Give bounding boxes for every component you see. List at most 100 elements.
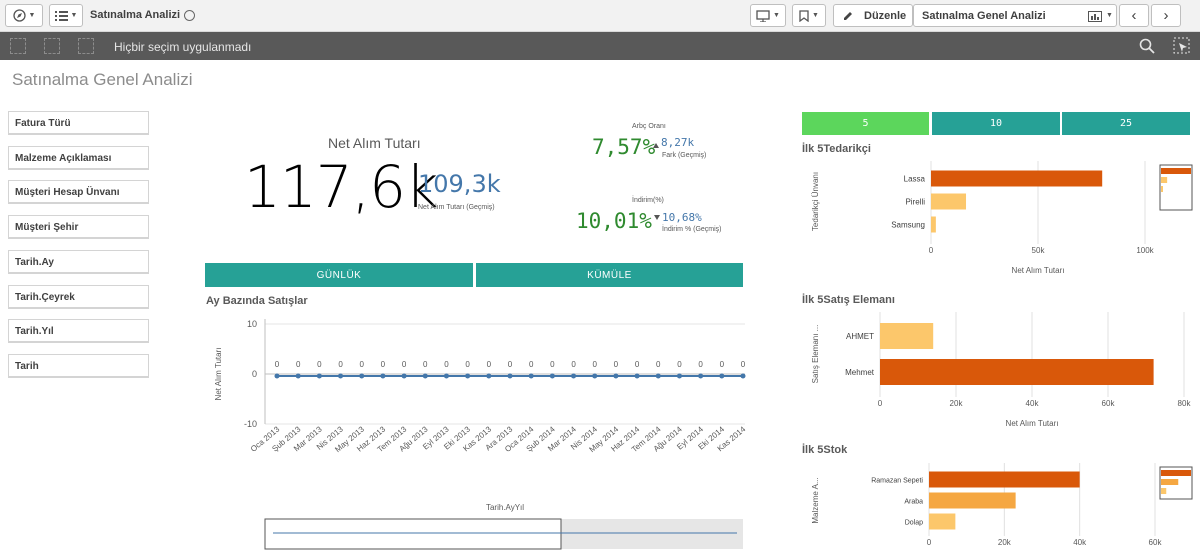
data-label: 0 bbox=[720, 360, 725, 369]
bar bbox=[931, 216, 936, 233]
line-chart-title: Ay Bazında Satışlar bbox=[206, 295, 308, 307]
margin-diff-label: Fark (Geçmiş) bbox=[662, 152, 707, 159]
chevron-down-icon: ▼ bbox=[812, 12, 819, 19]
edit-label: Düzenle bbox=[864, 9, 907, 22]
menu-button[interactable]: ▼ bbox=[49, 4, 83, 27]
data-label: 0 bbox=[698, 360, 703, 369]
discount-title: İndirim(%) bbox=[632, 197, 664, 204]
filter-pane[interactable]: Tarih bbox=[8, 354, 149, 378]
data-label: 0 bbox=[402, 360, 407, 369]
top-5-button[interactable]: 5 bbox=[802, 112, 929, 135]
y-axis-label: Malzeme A... bbox=[811, 477, 820, 523]
clear-all-icon[interactable] bbox=[78, 38, 94, 54]
kpi-previous-label: Net Alım Tutarı (Geçmiş) bbox=[418, 204, 495, 211]
data-point bbox=[719, 373, 725, 379]
data-label: 0 bbox=[444, 360, 449, 369]
x-tick-label: 60k bbox=[1102, 399, 1116, 408]
sheet-selector[interactable]: Satınalma Genel Analizi ▼ bbox=[913, 4, 1117, 27]
x-tick-label: 20k bbox=[950, 399, 964, 408]
bar bbox=[931, 193, 967, 210]
edit-button[interactable]: Düzenle bbox=[833, 4, 913, 27]
filter-pane[interactable]: Tarih.Yıl bbox=[8, 319, 149, 343]
bookmark-icon bbox=[799, 9, 809, 22]
data-label: 0 bbox=[741, 360, 746, 369]
data-label: 0 bbox=[550, 360, 555, 369]
data-point bbox=[676, 373, 682, 379]
mini-bar bbox=[1161, 488, 1167, 494]
app-title-text: Satınalma Analizi bbox=[90, 9, 181, 21]
mini-bar bbox=[1161, 479, 1179, 485]
step-forward-icon[interactable] bbox=[44, 38, 60, 54]
top-salesreps-chart[interactable]: Satış Elemanı ... 0 20k 40k 60k 80k AHMET Mehme… bbox=[805, 306, 1200, 431]
mini-bar bbox=[1161, 177, 1168, 183]
x-tick-label: 40k bbox=[1026, 399, 1040, 408]
app-title: Satınalma Analizi bbox=[90, 9, 196, 21]
cumulative-button[interactable]: KÜMÜLE bbox=[476, 263, 743, 287]
bar bbox=[929, 471, 1080, 488]
top-25-button[interactable]: 25 bbox=[1062, 112, 1190, 135]
bookmark-button[interactable]: ▼ bbox=[792, 4, 826, 27]
margin-title: Arbç Oranı bbox=[632, 123, 666, 130]
data-point bbox=[698, 373, 704, 379]
present-button[interactable]: ▼ bbox=[750, 4, 786, 27]
data-point bbox=[486, 373, 492, 379]
up-arrow-icon bbox=[653, 143, 659, 148]
chevron-down-icon: ▼ bbox=[70, 12, 78, 19]
data-point bbox=[634, 373, 640, 379]
x-tick-label: 50k bbox=[1032, 246, 1046, 255]
down-arrow-icon bbox=[654, 215, 660, 220]
data-point bbox=[592, 373, 598, 379]
top-suppliers-chart[interactable]: Tedarikçi Ünvanı 0 50k 100k Lassa Pirelli Sams… bbox=[805, 155, 1200, 283]
search-icon[interactable] bbox=[1139, 38, 1155, 54]
x-tick-label: 40k bbox=[1073, 538, 1087, 547]
filter-pane[interactable]: Malzeme Açıklaması bbox=[8, 146, 149, 170]
top-stock-chart[interactable]: Malzeme A... 0 20k 40k 60k Ramazan Sepeti Arab… bbox=[805, 460, 1200, 552]
chevron-left-icon: ‹ bbox=[1131, 7, 1137, 24]
filter-pane[interactable]: Tarih.Ay bbox=[8, 250, 149, 274]
filter-pane[interactable]: Fatura Türü bbox=[8, 111, 149, 135]
y-axis-label: Satış Elemanı ... bbox=[811, 325, 820, 384]
step-back-icon[interactable] bbox=[10, 38, 26, 54]
y-axis-label: Tedarikçi Ünvanı bbox=[811, 172, 820, 231]
bar bbox=[880, 323, 934, 349]
previous-sheet-button[interactable]: ‹ bbox=[1119, 4, 1149, 27]
margin-value: 7,57% bbox=[592, 135, 656, 159]
selections-tool-icon[interactable] bbox=[1173, 37, 1190, 54]
data-label: 0 bbox=[338, 360, 343, 369]
supplier-chart-title: İlk 5Tedarikçi bbox=[802, 143, 871, 155]
filter-pane[interactable]: Müşteri Şehir bbox=[8, 215, 149, 239]
data-label: 0 bbox=[635, 360, 640, 369]
data-label: 0 bbox=[508, 360, 513, 369]
y-tick-label: -10 bbox=[244, 419, 257, 429]
mini-bar bbox=[1161, 470, 1191, 476]
filter-pane[interactable]: Tarih.Çeyrek bbox=[8, 285, 149, 309]
daily-button[interactable]: GÜNLÜK bbox=[205, 263, 473, 287]
top-10-button[interactable]: 10 bbox=[932, 112, 1060, 135]
filter-pane[interactable]: Müşteri Hesap Ünvanı bbox=[8, 180, 149, 204]
data-label: 0 bbox=[465, 360, 470, 369]
data-point bbox=[359, 373, 365, 379]
bar bbox=[931, 170, 1103, 187]
x-axis-label: Net Alım Tutarı bbox=[1006, 419, 1059, 428]
data-label: 0 bbox=[571, 360, 576, 369]
data-point bbox=[401, 373, 407, 379]
mini-bar bbox=[1161, 186, 1163, 192]
navigation-button[interactable]: ▼ bbox=[5, 4, 43, 27]
chevron-down-icon: ▼ bbox=[28, 12, 36, 19]
data-label: 0 bbox=[529, 360, 534, 369]
data-point bbox=[274, 373, 280, 379]
data-label: 0 bbox=[677, 360, 682, 369]
x-tick-label: 20k bbox=[998, 538, 1012, 547]
scrollbar-thumb[interactable] bbox=[264, 518, 562, 550]
discount-value: 10,01% bbox=[576, 209, 652, 233]
next-sheet-button[interactable]: › bbox=[1151, 4, 1181, 27]
data-point bbox=[380, 373, 386, 379]
bar bbox=[929, 513, 956, 530]
x-tick-label: 0 bbox=[929, 246, 934, 255]
y-tick-label: 10 bbox=[247, 319, 257, 329]
x-tick-label: 100k bbox=[1136, 246, 1154, 255]
category-label: AHMET bbox=[846, 332, 874, 341]
kpi-previous-value: 109,3k bbox=[418, 170, 501, 198]
list-icon bbox=[54, 11, 68, 21]
